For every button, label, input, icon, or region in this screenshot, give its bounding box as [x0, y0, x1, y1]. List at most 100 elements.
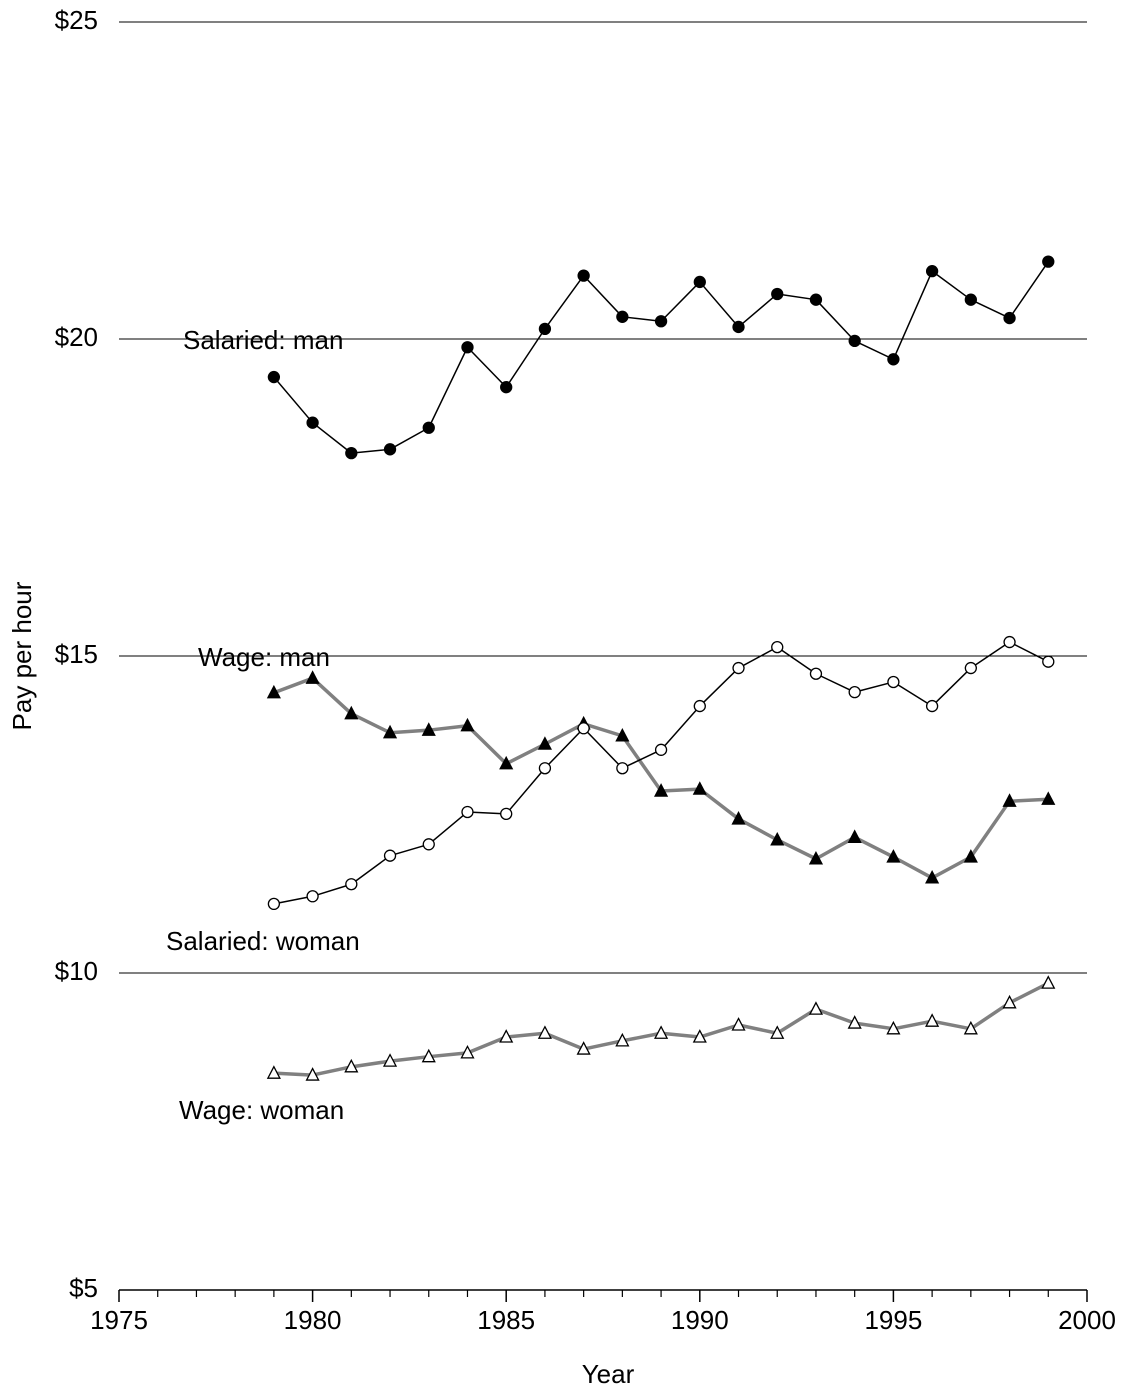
marker	[537, 736, 552, 750]
marker	[732, 320, 745, 334]
marker	[499, 755, 514, 770]
marker	[1003, 311, 1016, 325]
marker	[1042, 255, 1055, 268]
marker	[538, 322, 552, 336]
marker	[770, 1025, 785, 1039]
marker	[771, 287, 784, 301]
marker	[886, 1020, 901, 1035]
marker	[267, 370, 281, 384]
marker	[577, 722, 590, 735]
marker	[692, 781, 707, 795]
marker	[461, 341, 474, 354]
marker	[344, 705, 359, 720]
marker	[422, 421, 435, 434]
marker	[925, 869, 940, 884]
marker	[886, 849, 901, 863]
marker	[963, 1020, 978, 1035]
marker	[577, 269, 590, 282]
marker	[1041, 791, 1056, 805]
marker	[538, 762, 552, 775]
marker	[847, 829, 862, 843]
marker	[809, 667, 823, 680]
x-tick-label: 1990	[671, 1305, 729, 1335]
marker	[808, 850, 824, 865]
y-axis-label: Pay per hour	[7, 581, 37, 730]
series-label: Wage: woman	[179, 1095, 344, 1125]
marker	[809, 293, 823, 306]
marker	[964, 661, 977, 675]
marker	[499, 1029, 514, 1043]
marker	[305, 670, 320, 684]
y-tick-label: $15	[55, 639, 98, 669]
marker	[654, 783, 669, 797]
marker	[1002, 994, 1017, 1009]
marker	[306, 416, 319, 429]
series-line	[273, 261, 1049, 454]
marker	[460, 1044, 475, 1059]
marker	[266, 684, 281, 699]
marker	[848, 685, 861, 699]
marker	[306, 890, 319, 903]
marker	[500, 807, 513, 821]
x-tick-label: 1975	[90, 1305, 148, 1335]
series-label: Salaried: man	[183, 325, 343, 355]
marker	[771, 640, 784, 654]
marker	[345, 446, 358, 460]
marker	[1041, 975, 1056, 989]
marker	[382, 724, 398, 739]
marker	[615, 727, 630, 742]
marker	[382, 1053, 398, 1067]
y-tick-label: $5	[69, 1273, 98, 1303]
marker	[421, 1048, 436, 1063]
marker	[964, 293, 977, 306]
marker	[615, 1032, 630, 1047]
y-tick-label: $25	[55, 5, 98, 35]
x-tick-label: 1985	[477, 1305, 535, 1335]
marker	[576, 1041, 591, 1055]
y-tick-label: $10	[55, 956, 98, 986]
marker	[344, 1058, 359, 1073]
marker	[925, 265, 939, 278]
marker	[847, 1015, 862, 1029]
marker	[383, 849, 397, 862]
marker	[654, 743, 668, 756]
marker	[537, 1025, 552, 1039]
marker	[460, 717, 475, 732]
marker	[692, 1029, 707, 1043]
marker	[848, 334, 861, 348]
marker	[731, 1017, 746, 1031]
marker	[887, 353, 900, 366]
marker	[770, 831, 785, 846]
marker	[693, 275, 706, 289]
marker	[732, 661, 745, 675]
marker	[887, 675, 900, 689]
marker	[383, 443, 397, 456]
marker	[616, 310, 629, 323]
marker	[808, 1001, 824, 1015]
x-tick-label: 1980	[284, 1305, 342, 1335]
marker	[267, 897, 281, 911]
marker	[654, 1025, 669, 1039]
marker	[421, 722, 436, 736]
marker	[616, 762, 629, 775]
marker	[1003, 635, 1016, 649]
marker	[1002, 793, 1017, 807]
marker	[500, 381, 513, 394]
marker	[345, 878, 358, 891]
marker	[693, 699, 706, 713]
y-tick-label: $20	[55, 322, 98, 352]
marker	[305, 1067, 320, 1081]
x-axis-label: Year	[582, 1359, 635, 1389]
marker	[422, 838, 435, 851]
marker	[963, 849, 978, 863]
marker	[925, 699, 939, 713]
marker	[1042, 655, 1055, 668]
series-label: Wage: man	[198, 642, 330, 672]
marker	[654, 315, 668, 328]
x-tick-label: 2000	[1058, 1305, 1116, 1335]
marker	[925, 1013, 940, 1027]
series-label: Salaried: woman	[166, 926, 360, 956]
x-tick-label: 1995	[864, 1305, 922, 1335]
marker	[266, 1065, 281, 1079]
